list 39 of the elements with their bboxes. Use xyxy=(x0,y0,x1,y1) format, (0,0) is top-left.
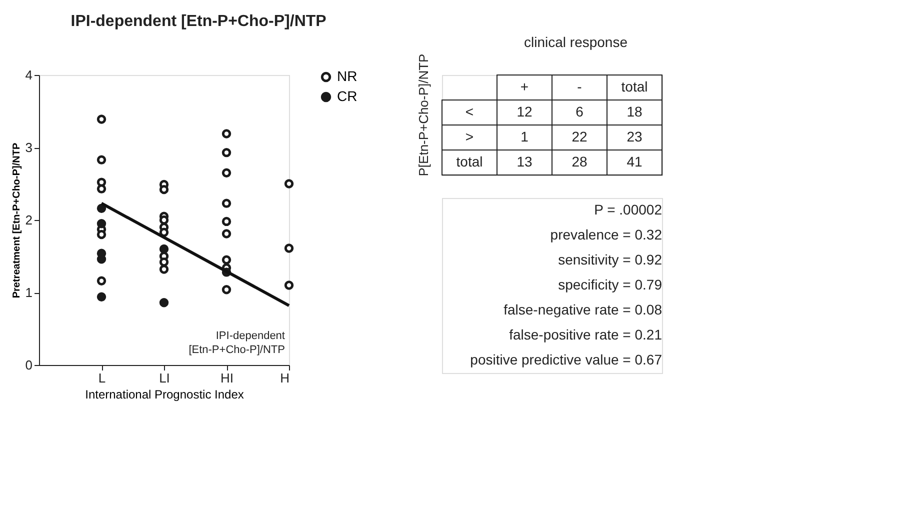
y-tick-label: > xyxy=(465,128,474,144)
x-tick-label: LI xyxy=(159,370,170,386)
x-tick-label: L xyxy=(98,370,106,386)
text: specificity = 0.79 xyxy=(558,276,662,292)
data-label: 13 xyxy=(516,154,532,170)
text: positive predictive value = 0.67 xyxy=(470,352,662,368)
chart-title: clinical response xyxy=(524,34,628,50)
text: false-positive rate = 0.21 xyxy=(509,326,662,342)
data-label: 6 xyxy=(576,104,584,120)
data-label: 23 xyxy=(626,128,642,144)
text: IPI-dependent [Etn-P+Cho-P]/NTP xyxy=(70,13,327,30)
y-tick-label: 2 xyxy=(25,212,32,228)
x-tick-label: - xyxy=(577,78,582,94)
text: P = .00002 xyxy=(594,202,662,218)
data-label: 28 xyxy=(572,154,588,170)
legend-label: CR xyxy=(337,88,358,104)
data-label: 12 xyxy=(516,104,532,120)
y-tick-label: < xyxy=(465,104,474,120)
legend-label: NR xyxy=(337,68,358,84)
y-tick-label: 4 xyxy=(25,68,32,82)
x-tick-label: H xyxy=(280,370,290,386)
y-tick-label: 1 xyxy=(25,285,32,300)
y-tick-label: 0 xyxy=(25,358,32,372)
data-label: 18 xyxy=(626,104,642,120)
text: prevalence = 0.32 xyxy=(550,226,662,242)
x-tick-label: HI xyxy=(220,370,234,386)
data-label: 22 xyxy=(572,128,588,144)
text: false-negative rate = 0.08 xyxy=(504,302,662,318)
data-label: 41 xyxy=(626,154,642,170)
y-tick-label: total xyxy=(456,154,483,170)
x-tick-label: total xyxy=(621,78,648,94)
y-axis-title: Pretreatment [Etn-P+Cho-P]/NTP xyxy=(11,142,22,298)
x-tick-label: + xyxy=(520,78,529,94)
y-axis-title: P[Etn-P+Cho-P]/NTP xyxy=(416,54,431,176)
data-label: 1 xyxy=(520,128,529,144)
text: IPI-dependent [Etn-P+Cho-P]/NTP xyxy=(188,330,285,356)
y-tick-label: 3 xyxy=(25,140,32,155)
x-axis-title: International Prognostic Index xyxy=(85,388,244,402)
text: sensitivity = 0.92 xyxy=(558,252,662,268)
